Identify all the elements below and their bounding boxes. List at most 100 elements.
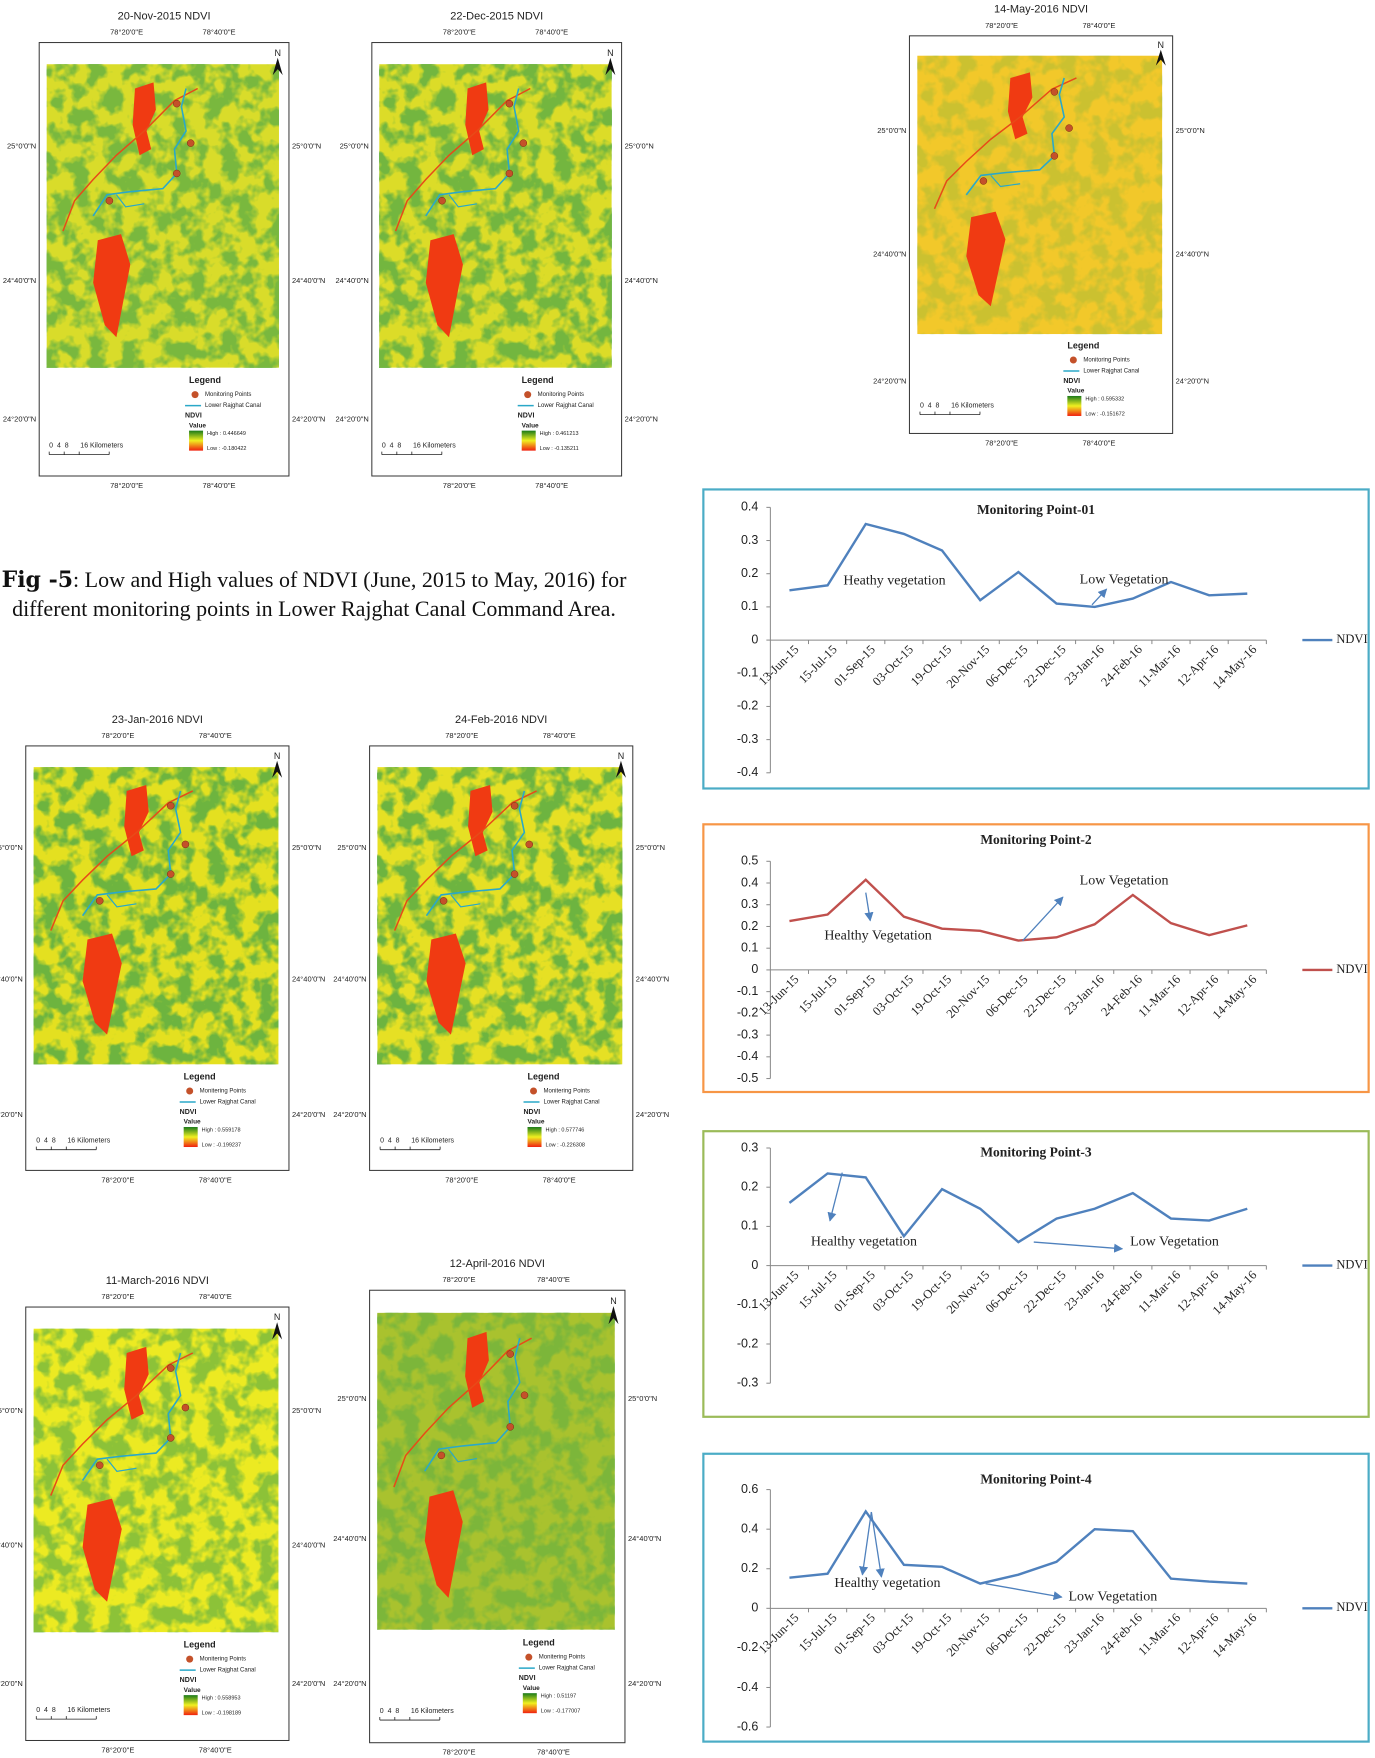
monitoring-point: [1066, 125, 1073, 132]
figure-caption: Fig -5: Low and High values of NDVI (Jun…: [0, 566, 628, 624]
lon-label: 78°20'0"E: [443, 28, 476, 37]
monitoring-point: [511, 871, 518, 878]
y-tick-label: -0.3: [737, 732, 759, 746]
monitoring-point: [167, 1365, 174, 1372]
lon-label: 78°40'0"E: [537, 1748, 570, 1757]
chart-frame: [703, 1131, 1368, 1417]
chart-frame: [703, 489, 1368, 788]
y-tick-label: 0.6: [741, 1482, 758, 1496]
legend-ramp: [189, 431, 203, 451]
monitoring-point: [182, 841, 189, 848]
lon-label: 78°20'0"E: [443, 481, 476, 490]
lat-label: 24°40'0"N: [292, 974, 325, 983]
raster-vegetation: [917, 56, 1162, 334]
legend-title: Legend: [189, 375, 221, 385]
lat-label: 24°20'0"N: [628, 1679, 661, 1688]
legend-label: NDVI: [1336, 1600, 1367, 1614]
annotation: Low Vegetation: [1068, 1589, 1157, 1604]
legend-ramp: [528, 1127, 542, 1147]
lon-label: 78°20'0"E: [445, 1175, 478, 1184]
lon-label: 78°20'0"E: [442, 1748, 475, 1757]
y-tick-label: -0.1: [737, 984, 759, 998]
page-canvas: 20-Nov-2015 NDVI78°20'0"E78°20'0"E78°40'…: [0, 0, 1375, 1758]
legend-label: NDVI: [1336, 632, 1367, 646]
legend-label: NDVI: [1336, 1257, 1367, 1271]
legend-point: [186, 1088, 193, 1095]
legend-value: Value: [189, 422, 206, 429]
chart-title: Monitoring Point-4: [980, 1472, 1092, 1487]
lat-label: 25°0'0"N: [628, 1394, 657, 1403]
legend-label: Monitoring Points: [1083, 358, 1129, 364]
lat-label: 24°40'0"N: [636, 974, 669, 983]
lat-label: 24°20'0"N: [333, 1679, 366, 1688]
lon-label: 78°20'0"E: [101, 1292, 134, 1301]
lon-label: 78°40'0"E: [203, 481, 236, 490]
raster-vegetation: [377, 1313, 614, 1630]
annotation: Low Vegetation: [1130, 1234, 1219, 1249]
legend-value: Value: [184, 1687, 201, 1694]
lon-label: 78°20'0"E: [985, 21, 1018, 30]
lon-label: 78°40'0"E: [543, 1175, 576, 1184]
monitoring-point: [440, 897, 447, 904]
legend-label: Lower Rajghat Canal: [205, 403, 261, 409]
lat-label: 25°0'0"N: [337, 1394, 366, 1403]
lat-label: 24°40'0"N: [1176, 250, 1209, 259]
legend-label: Lower Rajghat Canal: [544, 1100, 600, 1106]
legend-label: Lower Rajghat Canal: [538, 403, 594, 409]
north-label: N: [610, 1296, 617, 1306]
legend-point: [524, 391, 531, 398]
lon-label: 78°40'0"E: [199, 1292, 232, 1301]
lon-label: 78°40'0"E: [535, 481, 568, 490]
y-tick-label: 0: [751, 1601, 758, 1615]
scale-label: 0 4 8 16 Kilometers: [36, 1707, 110, 1714]
lat-label: 25°0'0"N: [877, 126, 906, 135]
y-tick-label: -0.2: [737, 1336, 759, 1350]
lat-label: 24°20'0"N: [0, 1110, 23, 1119]
legend-value: Value: [528, 1119, 545, 1126]
legend-label: Lower Rajghat Canal: [200, 1100, 256, 1106]
ndvi-map: 12-April-2016 NDVI 78°20'0"E 78°20'0"E 78°4…: [333, 1258, 661, 1757]
y-tick-label: -0.1: [737, 666, 759, 680]
legend-high: High : 0.595332: [1085, 396, 1124, 402]
y-tick-label: -0.2: [737, 699, 759, 713]
legend-ramp: [522, 431, 536, 451]
legend-high: High : 0.51197: [541, 1694, 576, 1700]
legend-high: High : 0.558953: [202, 1696, 241, 1702]
lon-label: 78°20'0"E: [985, 438, 1018, 447]
lat-label: 24°40'0"N: [628, 1534, 661, 1543]
map-title: 12-April-2016 NDVI: [450, 1258, 545, 1270]
monitoring-point: [1051, 152, 1058, 159]
legend-ramp: [1067, 396, 1081, 416]
legend-layer: NDVI: [524, 1109, 541, 1116]
legend-point: [186, 1656, 193, 1663]
lon-label: 78°40'0"E: [537, 1275, 570, 1284]
legend-low: Low : -0.135211: [540, 446, 579, 452]
monitoring-point: [506, 170, 513, 177]
legend-point: [530, 1088, 537, 1095]
lat-label: 25°0'0"N: [292, 1406, 321, 1415]
legend-layer: NDVI: [519, 1675, 536, 1682]
north-label: N: [274, 48, 281, 58]
legend-label: Monitering Points: [200, 1657, 246, 1663]
y-tick-label: -0.3: [737, 1027, 759, 1041]
legend-high: High : 0.559178: [202, 1127, 241, 1133]
lon-label: 78°20'0"E: [442, 1275, 475, 1284]
monitoring-point: [511, 802, 518, 809]
monitoring-point: [526, 841, 533, 848]
lat-label: 24°40'0"N: [333, 1534, 366, 1543]
lon-label: 78°40'0"E: [543, 731, 576, 740]
y-tick-label: -0.5: [737, 1071, 759, 1085]
annotation: Heathy vegetation: [843, 573, 945, 588]
y-tick-label: -0.3: [737, 1375, 759, 1389]
lon-label: 78°20'0"E: [110, 481, 143, 490]
monitoring-point: [1051, 88, 1058, 95]
legend-low: Low : -0.199237: [202, 1142, 241, 1148]
page: 20-Nov-2015 NDVI78°20'0"E78°20'0"E78°40'…: [0, 0, 1375, 1758]
legend-layer: NDVI: [185, 412, 202, 419]
y-tick-label: -0.4: [737, 765, 759, 779]
lat-label: 24°40'0"N: [292, 1540, 325, 1549]
north-label: N: [607, 48, 614, 58]
lat-label: 25°0'0"N: [636, 843, 665, 852]
chart-title: Monitoring Point-2: [980, 832, 1092, 847]
lon-label: 78°20'0"E: [101, 1745, 134, 1754]
